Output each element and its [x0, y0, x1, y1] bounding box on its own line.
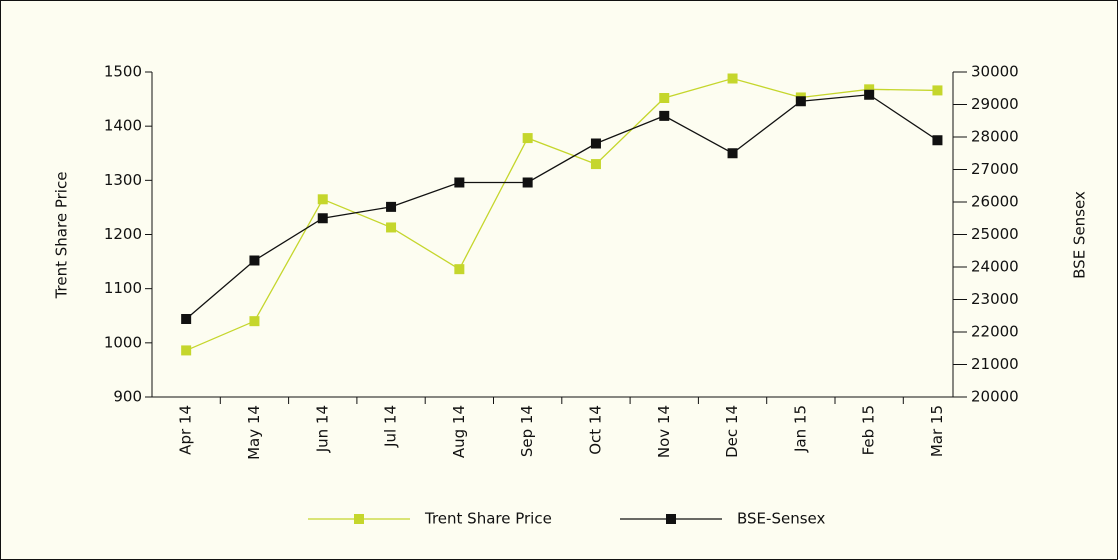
y2-tick-label: 23000 — [971, 290, 1019, 308]
data-point — [864, 89, 875, 100]
y-tick-label: 1300 — [104, 171, 142, 189]
y-tick-label: 1000 — [104, 333, 142, 351]
data-point — [181, 345, 192, 356]
data-point — [727, 148, 738, 159]
legend-marker — [666, 514, 676, 524]
y-tick-label: 1400 — [104, 117, 142, 135]
y2-tick-label: 22000 — [971, 323, 1019, 341]
x-tick-label: Jan 15 — [791, 405, 809, 453]
x-tick-label: Nov 14 — [655, 405, 673, 458]
data-point — [590, 138, 601, 149]
x-tick-label: Aug 14 — [450, 405, 468, 458]
y-tick-label: 1100 — [104, 279, 142, 297]
data-point — [249, 255, 260, 266]
x-tick-label: May 14 — [245, 405, 263, 460]
data-point — [522, 133, 533, 144]
data-point — [932, 135, 943, 146]
x-tick-label: Feb 15 — [860, 405, 878, 455]
data-point — [317, 194, 328, 205]
x-tick-label: Sep 14 — [518, 405, 536, 457]
data-point — [590, 159, 601, 170]
data-point — [386, 201, 397, 212]
data-point — [181, 314, 192, 324]
y2-tick-label: 25000 — [971, 225, 1019, 243]
y2-tick-label: 21000 — [971, 355, 1019, 373]
legend-marker — [354, 514, 364, 524]
data-point — [659, 110, 670, 121]
y2-tick-label: 24000 — [971, 258, 1019, 276]
x-tick-label: Mar 15 — [928, 405, 946, 457]
data-point — [454, 264, 465, 275]
data-point — [317, 213, 328, 224]
x-tick-label: Apr 14 — [177, 405, 195, 455]
y-tick-label: 1200 — [104, 225, 142, 243]
y2-tick-label: 27000 — [971, 160, 1019, 178]
x-tick-label: Jun 14 — [313, 405, 331, 453]
y2-tick-label: 30000 — [971, 63, 1019, 81]
data-point — [522, 177, 533, 188]
y2-tick-label: 26000 — [971, 193, 1019, 211]
data-point — [454, 177, 465, 188]
data-point — [386, 222, 397, 233]
data-point — [659, 93, 670, 103]
data-point — [249, 316, 260, 327]
series-line — [185, 94, 938, 320]
x-tick-label: Oct 14 — [586, 405, 604, 455]
data-point — [727, 73, 738, 84]
y2-tick-label: 28000 — [971, 128, 1019, 146]
y2-tick-label: 20000 — [971, 388, 1019, 406]
y2-axis-label: BSE Sensex — [1071, 191, 1089, 279]
y2-tick-label: 29000 — [971, 95, 1019, 113]
data-point — [795, 96, 806, 107]
data-point — [932, 85, 943, 96]
series-line — [185, 77, 938, 352]
y-axis-label: Trent Share Price — [53, 172, 71, 300]
x-tick-label: Jul 14 — [382, 405, 400, 448]
x-tick-label: Dec 14 — [723, 405, 741, 458]
y-tick-label: 1500 — [104, 63, 142, 81]
data-point — [864, 84, 875, 95]
y-tick-label: 900 — [113, 388, 142, 406]
legend-label: Trent Share Price — [424, 510, 552, 528]
legend-label: BSE-Sensex — [737, 510, 825, 528]
